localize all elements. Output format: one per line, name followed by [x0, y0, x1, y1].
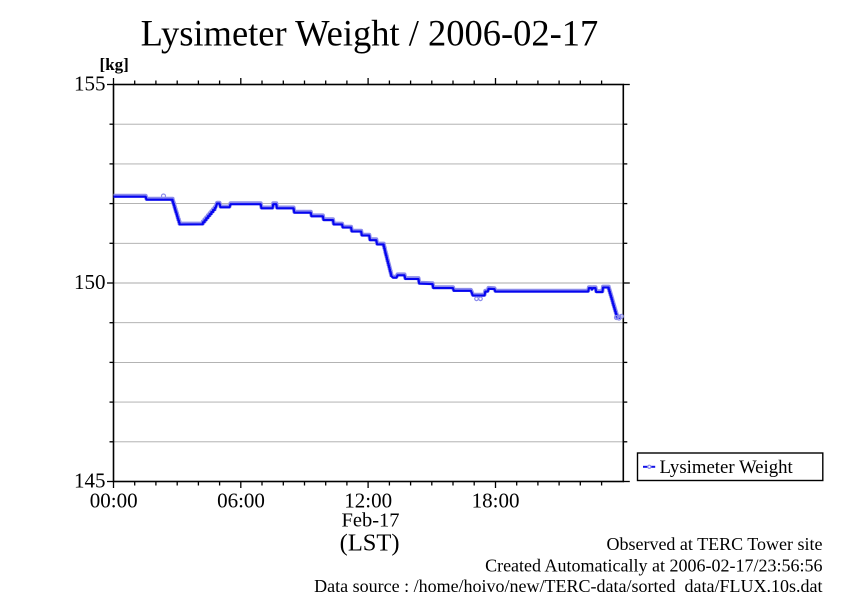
- svg-text:150: 150: [74, 270, 106, 294]
- svg-text:155: 155: [74, 72, 106, 96]
- svg-text:00:00: 00:00: [90, 489, 138, 513]
- svg-text:Lysimeter Weight: Lysimeter Weight: [660, 457, 794, 478]
- svg-text:[kg]: [kg]: [100, 55, 129, 74]
- svg-text:145: 145: [74, 469, 106, 493]
- svg-text:Feb-17: Feb-17: [341, 510, 399, 532]
- svg-text:Created Automatically at 2006-: Created Automatically at 2006-02-17/23:5…: [485, 556, 822, 576]
- svg-text:12:00: 12:00: [344, 489, 392, 513]
- svg-text:06:00: 06:00: [217, 489, 265, 513]
- svg-text:(LST): (LST): [340, 530, 400, 557]
- svg-text:Lysimeter Weight / 2006-02-17: Lysimeter Weight / 2006-02-17: [141, 13, 599, 54]
- svg-text:Observed at TERC Tower site: Observed at TERC Tower site: [606, 534, 822, 554]
- svg-text:Data source : /home/hoivo/new/: Data source : /home/hoivo/new/TERC-data/…: [314, 576, 822, 595]
- svg-text:18:00: 18:00: [472, 489, 520, 513]
